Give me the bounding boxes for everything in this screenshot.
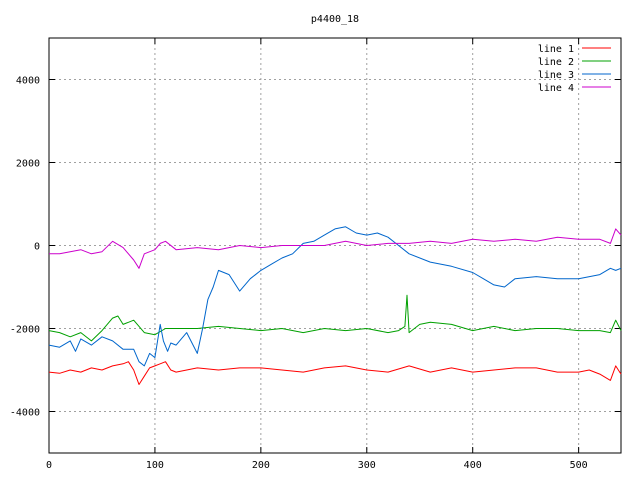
- grid-lines: [49, 38, 621, 453]
- y-tick-label: 0: [34, 242, 40, 253]
- legend-label: line 4: [538, 83, 574, 94]
- legend-label: line 2: [538, 57, 574, 68]
- legend: line 1 line 2 line 3 line 4: [538, 44, 611, 94]
- y-tick-label: -2000: [10, 325, 40, 336]
- x-tick-label: 400: [464, 460, 482, 471]
- x-tick-label: 100: [146, 460, 164, 471]
- x-tick-label: 0: [46, 460, 52, 471]
- x-tick-label: 200: [252, 460, 270, 471]
- series-line-3: [48, 226, 622, 367]
- series-line-4: [49, 228, 622, 269]
- y-tick-label: -4000: [10, 408, 40, 419]
- chart-title: p4400_18: [311, 14, 359, 25]
- series-line-1: [48, 361, 622, 385]
- legend-label: line 1: [538, 44, 574, 55]
- x-tick-label: 300: [358, 460, 376, 471]
- series-line-2: [48, 294, 622, 342]
- x-tick-label: 500: [570, 460, 588, 471]
- data-series: [48, 226, 622, 385]
- y-tick-label: 4000: [16, 76, 40, 87]
- legend-label: line 3: [538, 70, 574, 81]
- y-tick-label: 2000: [16, 159, 40, 170]
- axis-ticks: 0 100 200 300 400 500 -4000 -2000 0 2000 4000: [10, 38, 621, 471]
